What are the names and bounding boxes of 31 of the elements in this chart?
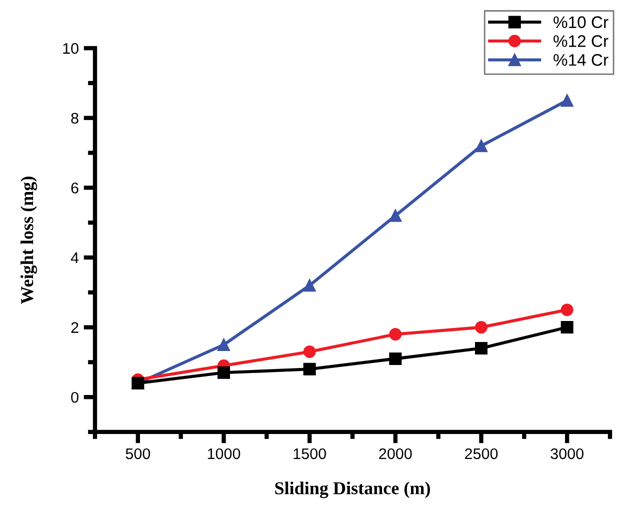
point (389, 328, 402, 341)
y-tick-label: 8 (71, 112, 78, 124)
point (560, 304, 574, 316)
point (389, 352, 402, 365)
y-tick-label: 6 (71, 182, 78, 194)
y-tick-label: 10 (63, 43, 78, 54)
x-tick-label: 1500 (294, 448, 326, 460)
point (303, 279, 316, 292)
y-axis-title: Weight loss (mg) (20, 176, 38, 304)
point (560, 94, 574, 107)
x-tick-label: 2000 (379, 448, 412, 460)
y-tick-label: 0 (71, 392, 78, 403)
y-tick-label: 2 (71, 322, 78, 333)
legend-label: %12 Cr (554, 35, 608, 47)
x-tick-label: 500 (126, 448, 150, 460)
point (389, 209, 402, 222)
x-tick-label: 2500 (465, 448, 498, 460)
legend-label: %14 Cr (554, 54, 608, 66)
point (475, 342, 488, 354)
x-tick-label: 1000 (208, 448, 240, 460)
point (218, 366, 230, 379)
point (303, 362, 316, 376)
y-tick-label: 4 (70, 252, 79, 264)
x-axis-title: Sliding Distance (m) (275, 482, 430, 498)
point (560, 321, 574, 334)
point (475, 321, 488, 334)
point (475, 140, 488, 152)
point (218, 338, 230, 351)
x-tick-label: 3000 (550, 448, 584, 460)
point (303, 345, 316, 358)
legend-label: %10 Cr (554, 16, 608, 28)
